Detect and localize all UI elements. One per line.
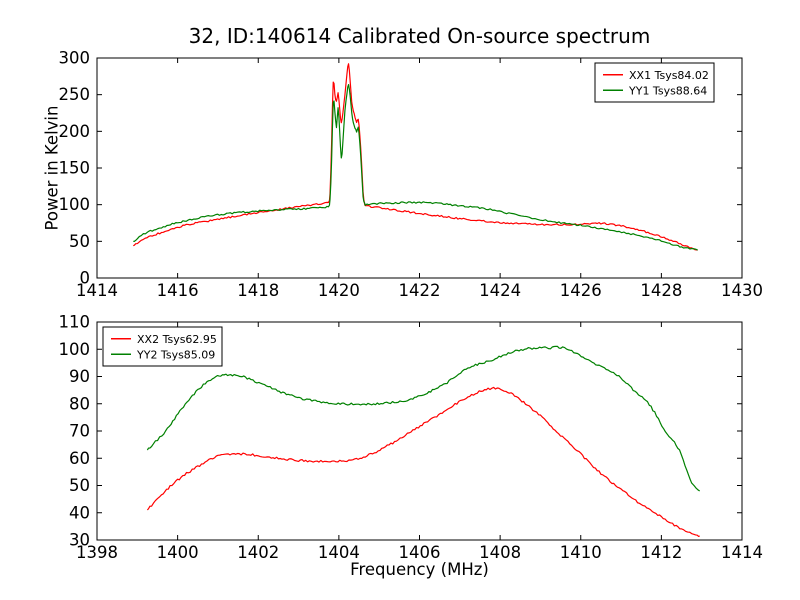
y-tick-label: 100 <box>59 195 91 214</box>
y-tick-label: 70 <box>69 422 90 441</box>
legend-label: XX2 Tsys62.95 <box>137 333 217 346</box>
y-tick-label: 60 <box>69 449 90 468</box>
y-tick-label: 150 <box>59 159 91 178</box>
y-axis-label-power: Power in Kelvin <box>42 105 62 231</box>
x-tick-label: 1430 <box>721 281 763 300</box>
x-tick-label: 1402 <box>237 543 279 562</box>
y-tick-label: 250 <box>59 85 91 104</box>
y-tick-label: 50 <box>69 476 90 495</box>
x-tick-label: 1420 <box>318 281 360 300</box>
x-tick-label: 1428 <box>640 281 682 300</box>
x-tick-label: 1422 <box>399 281 441 300</box>
series-line-yy1 <box>133 84 698 251</box>
y-tick-label: 200 <box>59 122 91 141</box>
series-line-yy2 <box>146 345 700 492</box>
x-axis-label-frequency: Frequency (MHz) <box>350 560 489 579</box>
legend-label: XX1 Tsys84.02 <box>629 69 709 82</box>
x-tick-label: 1414 <box>76 281 118 300</box>
legend-box <box>102 326 223 367</box>
y-tick-label: 110 <box>59 313 91 332</box>
y-tick-label: 30 <box>69 531 90 550</box>
y-tick-label: 0 <box>80 269 91 288</box>
x-tick-label: 1426 <box>560 281 602 300</box>
x-tick-label: 1398 <box>76 543 118 562</box>
legend-label: YY1 Tsys88.64 <box>628 84 707 97</box>
y-tick-label: 300 <box>59 49 91 68</box>
y-tick-label: 90 <box>69 367 90 386</box>
y-tick-label: 50 <box>69 232 90 251</box>
y-tick-label: 40 <box>69 503 90 522</box>
x-tick-label: 1424 <box>479 281 521 300</box>
y-tick-label: 80 <box>69 394 90 413</box>
x-tick-label: 1408 <box>479 543 521 562</box>
x-tick-label: 1412 <box>640 543 682 562</box>
x-tick-label: 1400 <box>157 543 199 562</box>
x-tick-label: 1406 <box>399 543 441 562</box>
series-line-xx2 <box>146 386 700 538</box>
x-tick-label: 1410 <box>560 543 602 562</box>
x-tick-label: 1414 <box>721 543 763 562</box>
series-line-xx1 <box>132 63 698 251</box>
y-tick-label: 100 <box>59 340 91 359</box>
legend-box <box>594 62 715 103</box>
legend-label: YY2 Tsys85.09 <box>136 348 215 361</box>
x-tick-label: 1418 <box>237 281 279 300</box>
x-tick-label: 1404 <box>318 543 360 562</box>
x-tick-label: 1416 <box>157 281 199 300</box>
figure-title: 32, ID:140614 Calibrated On-source spect… <box>188 24 651 48</box>
